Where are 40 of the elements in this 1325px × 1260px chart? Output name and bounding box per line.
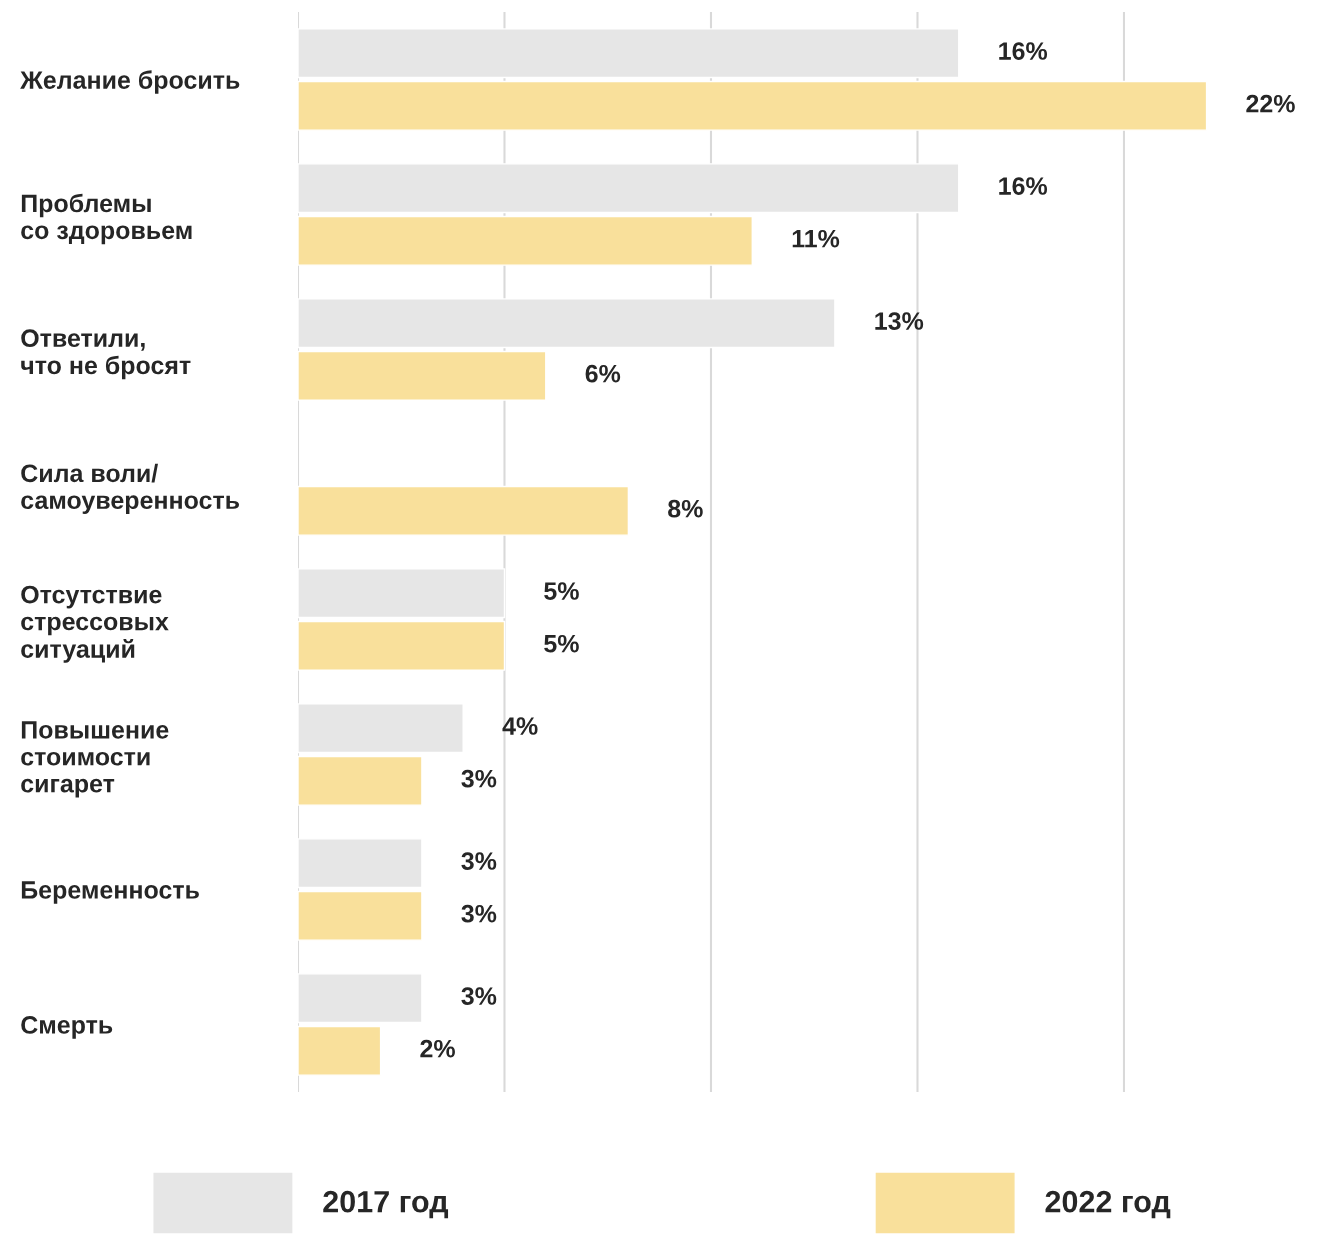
y-tick-label: Повышение стоимости сигарет <box>21 721 169 798</box>
data-label: 8% <box>668 499 703 518</box>
legend-label: 2017 год <box>323 1190 449 1219</box>
data-label: 16% <box>999 42 1048 60</box>
data-label: 3% <box>461 904 497 923</box>
bar <box>298 890 423 941</box>
data-label: 2% <box>420 1039 455 1058</box>
bar <box>298 28 960 79</box>
data-label: 3% <box>461 852 497 870</box>
y-tick-label: Смерть <box>21 1016 113 1039</box>
data-label: 6% <box>585 364 621 383</box>
bar <box>298 568 506 619</box>
y-tick-label: Проблемы со здоровьем <box>21 193 192 245</box>
data-label: 11% <box>792 229 840 248</box>
bar <box>298 80 1208 131</box>
bar <box>298 973 423 1024</box>
bar <box>298 703 464 754</box>
data-label: 3% <box>461 769 497 788</box>
data-label: 16% <box>999 177 1048 195</box>
y-tick-label: Ответили, что не бросят <box>21 329 191 380</box>
data-label: 3% <box>461 987 497 1005</box>
bar <box>298 215 753 266</box>
y-tick-label: Желание бросить <box>20 70 240 94</box>
data-label: 5% <box>544 582 579 600</box>
data-label: 13% <box>875 312 924 330</box>
bar <box>298 1025 382 1076</box>
y-tick-label: Отсутствие стрессовых ситуаций <box>21 585 169 663</box>
bar <box>298 755 423 806</box>
data-label: 4% <box>502 717 538 735</box>
bar <box>298 298 836 349</box>
y-tick-label: Сила воли/ самоуверенность <box>21 463 240 515</box>
bar <box>298 620 506 671</box>
data-label: 22% <box>1246 94 1295 113</box>
bar <box>298 838 423 889</box>
bar <box>298 350 547 401</box>
y-tick-label: Беременность <box>21 881 199 904</box>
bar <box>298 485 630 536</box>
data-label: 5% <box>544 634 579 653</box>
legend-label: 2022 год <box>1045 1190 1171 1219</box>
bar <box>298 163 960 214</box>
